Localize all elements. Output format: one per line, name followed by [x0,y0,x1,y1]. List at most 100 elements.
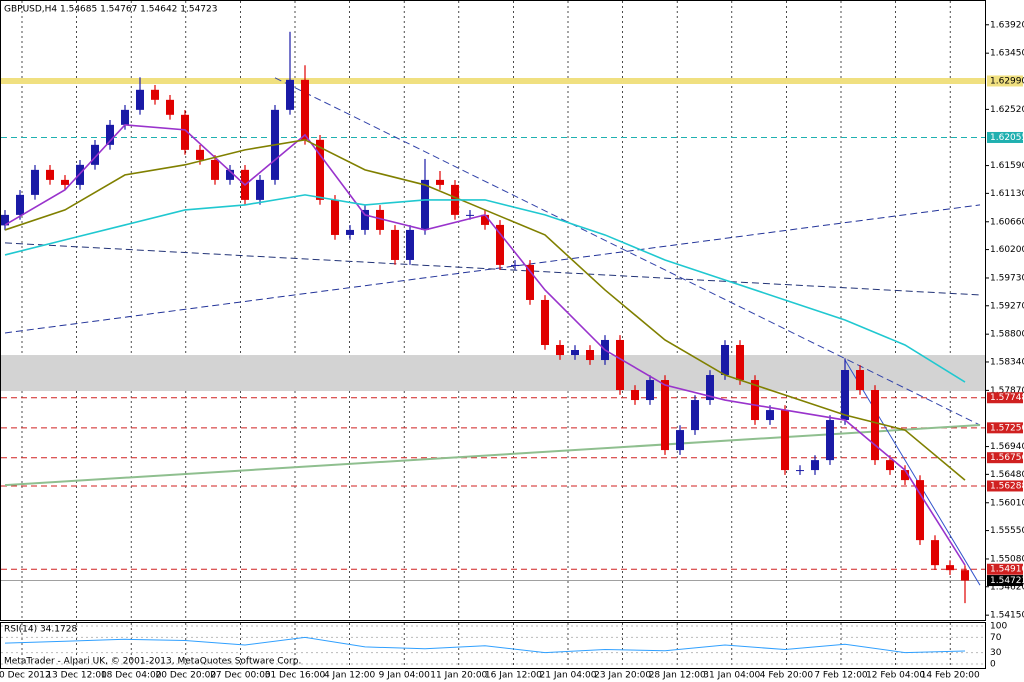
y-tick-label: 1.56480 [990,470,1024,480]
rsi-tick-label: 100 [990,622,1007,632]
y-tick-label: 1.54620 [990,582,1024,592]
trend-line [4,242,981,296]
x-tick-label: 28 Jan 12:00 [649,671,706,681]
candle-body [1,214,9,226]
level-label: 1.56756 [990,453,1024,463]
chart-title: GBPUSD,H4 1.54685 1.54767 1.54642 1.5472… [4,5,217,15]
candle-body [556,344,564,356]
candle-body [706,375,714,401]
candle-body [361,209,369,230]
candle-body [391,229,399,260]
rsi-line [4,636,966,654]
level-label: 1.62055 [990,133,1024,143]
candle-body [961,570,969,581]
candle-body [181,114,189,150]
candle-body [121,109,129,125]
candle-body [166,99,174,115]
moving-average [4,138,966,481]
x-tick-label: 20 Dec 20:00 [156,671,217,681]
candle-body [301,79,309,140]
candle-body [721,344,729,376]
candle-body [676,430,684,451]
candle-body [286,79,294,110]
y-tick-label: 1.61590 [990,161,1024,171]
candle-body [571,350,579,356]
footer: MetaTrader - Alpari UK, © 2001-2013, Met… [4,657,301,667]
y-tick-label: 1.56940 [990,442,1024,452]
x-tick-label: 31 Jan 04:00 [703,671,760,681]
level-label-box [987,392,1023,404]
y-tick-label: 1.57870 [990,386,1024,396]
x-tick-label: 10 Dec 2012 [0,671,51,681]
candle-body [871,390,879,461]
level-label: 1.56288 [990,481,1024,491]
x-tick-label: 4 Jan 12:00 [324,671,376,681]
level-label-box [987,422,1023,434]
candle-body [901,470,909,481]
candle-body [211,159,219,180]
x-tick-label: 11 Jan 20:00 [430,671,487,681]
candle-body [886,460,894,471]
level-label: 1.57250 [990,423,1024,433]
y-tick-label: 1.60200 [990,245,1024,255]
level-label: 1.62990 [990,76,1024,86]
candle-body [136,89,144,110]
level-label: 1.54723 [990,576,1024,586]
candle-body [151,89,159,100]
candle-body [691,400,699,431]
candle-body [256,179,264,200]
rsi-tick-label: 70 [990,633,1002,643]
level-label-box [987,452,1023,464]
x-tick-label: 31 Dec 16:00 [265,671,326,681]
candle-body [526,264,534,300]
candle-body [916,480,924,541]
y-tick-label: 1.58340 [990,357,1024,367]
x-tick-label: 9 Jan 04:00 [379,671,431,681]
candle-body [436,179,444,185]
under-layer [1,1,985,668]
candle-body [31,169,39,195]
y-tick-label: 1.62520 [990,105,1024,115]
candle-body [751,380,759,421]
candle-body [661,380,669,451]
main-frame [0,0,986,621]
candle-body [61,179,69,185]
candle-body [541,299,549,345]
candle-body [631,390,639,401]
y-tick-label: 1.54150 [990,611,1024,621]
candle-body [646,380,654,401]
y-tick-label: 1.63450 [990,49,1024,59]
trend-line [4,204,981,334]
candle-body [811,460,819,471]
level-label: 1.57748 [990,393,1024,403]
x-tick-label: 21 Jan 04:00 [540,671,597,681]
x-tick-label: 7 Feb 12:00 [814,671,868,681]
x-tick-label: 13 Dec 12:00 [46,671,107,681]
candle-body [856,370,864,391]
x-tick-label: 16 Jan 12:00 [485,671,542,681]
moving-average [4,194,966,383]
candle-body [421,179,429,230]
level-label-box [987,75,1023,87]
rsi-frame [0,622,986,669]
candle-body [376,209,384,230]
rsi-title: RSI(14) 34.1728 [4,625,77,635]
y-tick-label: 1.63920 [990,20,1024,30]
candle-body [76,164,84,185]
rsi-tick-label: 0 [990,660,996,670]
candle-body [331,199,339,235]
candle-body [736,344,744,381]
y-tick-label: 1.61130 [990,189,1024,199]
candle-body [316,139,324,200]
rsi-tick-label: 30 [990,648,1002,658]
y-tick-label: 1.60660 [990,217,1024,227]
candle-body [781,410,789,471]
y-tick-label: 1.58800 [990,330,1024,340]
candle-body [826,420,834,461]
candle-body [91,144,99,165]
candle-body [346,229,354,235]
candle-body [496,224,504,265]
candle-body [196,149,204,160]
